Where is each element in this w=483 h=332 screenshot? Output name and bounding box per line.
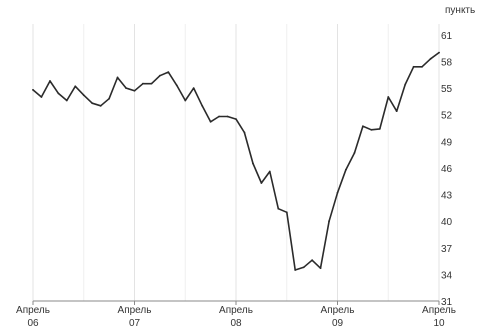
- data-point: [438, 51, 440, 54]
- grid-lines: [32, 24, 440, 301]
- y-tick-label: 37: [441, 244, 453, 255]
- data-point: [268, 170, 271, 173]
- data-point: [412, 65, 415, 68]
- data-point: [184, 99, 187, 102]
- data-point: [429, 57, 432, 60]
- data-point: [243, 131, 246, 134]
- x-tick-label-year: 10: [433, 318, 445, 329]
- data-point: [108, 97, 111, 100]
- x-tick-label-month: Апрель: [422, 305, 456, 316]
- data-point: [192, 87, 195, 89]
- y-tick-label: 40: [441, 217, 453, 228]
- y-tick-label: 55: [441, 84, 453, 95]
- data-point: [49, 80, 51, 82]
- data-point: [57, 92, 60, 95]
- data-point: [125, 87, 127, 89]
- y-tick-label: 43: [441, 191, 453, 202]
- data-point: [378, 128, 381, 130]
- data-point: [209, 120, 212, 123]
- data-point: [32, 88, 34, 91]
- data-point: [395, 110, 398, 113]
- y-tick-label: 46: [441, 164, 453, 175]
- x-tick-label-month: Апрель: [321, 305, 355, 316]
- data-point: [252, 162, 254, 165]
- data-point: [311, 259, 314, 262]
- data-point: [142, 82, 144, 85]
- data-point: [99, 104, 102, 107]
- y-tick-label: 31: [441, 297, 453, 308]
- y-tick-label: 49: [441, 137, 453, 148]
- data-point: [294, 269, 297, 271]
- y-tick-label: 58: [441, 57, 453, 68]
- data-point: [345, 168, 347, 171]
- data-point: [150, 82, 153, 85]
- data-point: [65, 99, 68, 102]
- data-point: [40, 96, 43, 98]
- data-point: [91, 102, 94, 105]
- y-tick-label: 52: [441, 111, 453, 122]
- data-point: [277, 207, 280, 210]
- y-unit-label: пункть: [445, 5, 475, 16]
- data-point: [74, 85, 77, 88]
- data-point: [353, 151, 356, 154]
- data-point: [404, 83, 407, 86]
- data-point: [387, 96, 390, 98]
- y-tick-label: 61: [441, 31, 453, 42]
- data-point: [328, 220, 330, 223]
- data-point: [167, 71, 170, 74]
- data-point: [133, 89, 136, 92]
- x-tick-label-year: 08: [230, 318, 242, 329]
- data-point: [421, 65, 423, 68]
- data-point: [361, 125, 364, 128]
- data-point: [218, 115, 220, 118]
- x-tick-label-year: 06: [27, 318, 39, 329]
- data-point: [370, 128, 373, 131]
- x-tick-label-year: 09: [332, 318, 344, 329]
- y-axis-ticks: 31 34 37 40 43 46 49 52 55 58 61: [441, 31, 453, 308]
- data-point: [285, 211, 288, 214]
- data-point: [201, 104, 204, 107]
- data-point: [226, 115, 229, 118]
- data-point: [158, 74, 161, 77]
- x-tick-label-year: 07: [129, 318, 141, 329]
- data-point: [82, 94, 85, 97]
- data-point: [302, 266, 305, 269]
- data-point: [235, 118, 237, 121]
- x-axis: Апрель 06 Апрель 07 Апрель 08 Апрель 09 Апрель 10: [16, 300, 456, 329]
- data-point: [319, 267, 322, 270]
- x-tick-label-month: Апрель: [219, 305, 253, 316]
- x-tick-label-month: Апрель: [16, 305, 50, 316]
- data-point: [336, 191, 339, 194]
- data-point: [260, 182, 263, 184]
- x-tick-label-month: Апрель: [118, 305, 152, 316]
- data-point: [175, 84, 178, 87]
- y-tick-label: 34: [441, 270, 453, 281]
- series-layer: [32, 51, 440, 271]
- data-point: [116, 76, 119, 79]
